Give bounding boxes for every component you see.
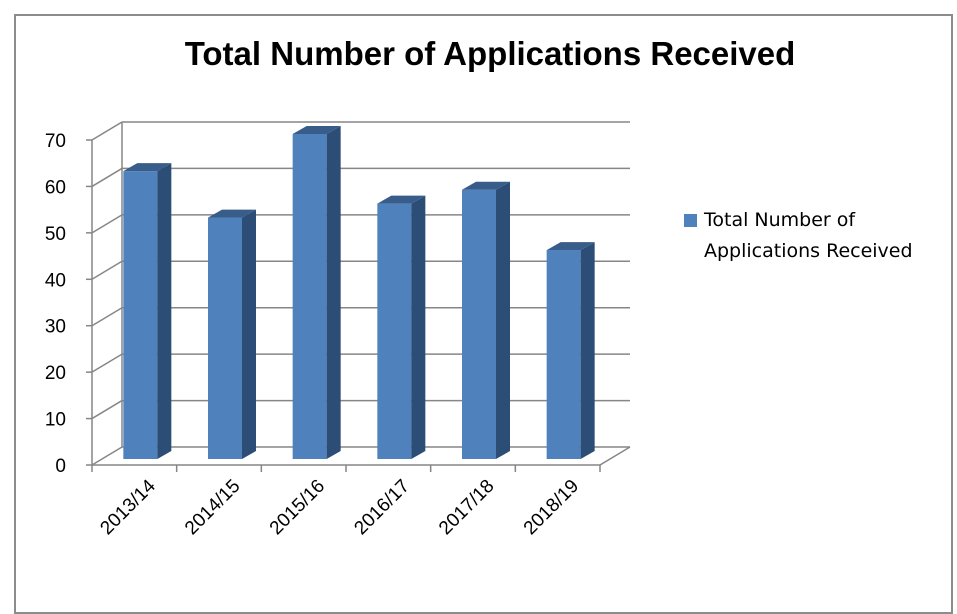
bar <box>123 163 172 459</box>
gridline-diag <box>91 214 123 234</box>
legend-label: Total Number of Applications Received <box>704 209 913 262</box>
y-tick-label: 0 <box>55 456 66 477</box>
x-tick-label: 2014/15 <box>181 476 244 539</box>
legend-swatch <box>684 214 697 227</box>
gridline-diag <box>91 446 123 466</box>
y-tick-label: 40 <box>45 270 66 291</box>
y-tick-label: 70 <box>45 131 66 152</box>
chart-title: Total Number of Applications Received <box>184 35 796 72</box>
bar-top <box>123 163 172 172</box>
x-tick-labels: 2013/14 2014/15 2015/16 2016/17 2017/18 2018/… <box>96 475 583 539</box>
x-tick-label: 2016/17 <box>350 476 413 539</box>
y-tick-label: 10 <box>45 410 66 431</box>
x-tick-label: 2018/19 <box>520 476 583 539</box>
bar-side <box>580 242 595 459</box>
bar-top <box>546 242 595 251</box>
y-tick-labels: 0 10 20 30 40 50 60 70 <box>45 131 66 477</box>
bar-top <box>462 181 510 190</box>
bar-front <box>546 250 581 459</box>
bar <box>546 242 595 459</box>
gridline-diag <box>91 260 123 280</box>
bar <box>292 126 341 459</box>
bar <box>208 209 256 459</box>
bar-top <box>208 209 256 218</box>
bar-side <box>326 126 341 459</box>
x-tick-label: 2013/14 <box>96 475 160 539</box>
y-tick-label: 30 <box>45 317 66 338</box>
bar-side <box>242 209 256 459</box>
floor-edge <box>599 446 631 466</box>
y-tick-label: 60 <box>45 177 66 198</box>
bar-front <box>377 203 412 459</box>
bar-side <box>157 163 172 459</box>
x-tick-label: 2017/18 <box>435 476 498 539</box>
bar <box>462 181 510 459</box>
bar-front <box>123 171 158 459</box>
bar-top <box>377 195 426 204</box>
bar <box>377 195 426 459</box>
bars <box>123 126 595 459</box>
gridline-diag <box>91 399 123 420</box>
gridline-diag <box>91 167 123 188</box>
bar-front <box>462 189 496 459</box>
bar-top <box>292 126 341 134</box>
gridline-diag <box>91 353 123 373</box>
x-tick-label: 2015/16 <box>266 476 329 539</box>
bar-side <box>496 181 510 459</box>
axes <box>86 122 631 472</box>
y-tick-label: 20 <box>45 363 66 384</box>
y-tick-label: 50 <box>45 224 66 245</box>
bar-side <box>411 195 426 459</box>
gridline-diag <box>91 121 123 141</box>
bar-front <box>292 134 327 459</box>
gridlines <box>91 121 630 466</box>
gridline-diag <box>91 307 123 327</box>
bar-front <box>208 217 242 459</box>
